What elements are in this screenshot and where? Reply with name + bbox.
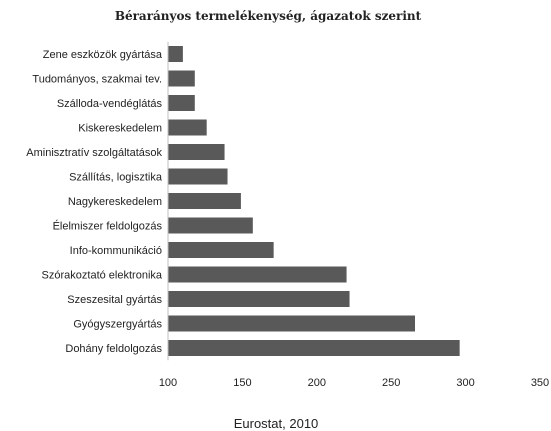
category-label: Élelmiszer feldolgozás (53, 220, 163, 233)
category-label: Gyógyszergyártás (73, 319, 162, 331)
x-tick-label: 200 (308, 377, 326, 389)
bar (168, 46, 183, 62)
x-tick-labels: 100 150 200 250 300 350 (159, 377, 549, 389)
x-tick-label: 300 (456, 377, 474, 389)
category-label: Dohány feldolgozás (65, 343, 162, 355)
category-label: Szeszesital gyártás (67, 294, 162, 306)
x-tick-label: 250 (382, 377, 400, 389)
x-tick-label: 150 (233, 377, 251, 389)
category-label: Szórakoztató elektronika (42, 270, 163, 282)
bar (168, 95, 195, 111)
bar (168, 144, 225, 160)
bar (168, 340, 460, 356)
category-label: Kiskereskedelem (78, 123, 162, 135)
chart-title: Bérarányos termelékenység, ágazatok szer… (115, 9, 422, 23)
bar (168, 242, 274, 258)
category-label: Tudományos, szakmai tev. (32, 74, 162, 86)
bar (168, 168, 228, 185)
category-labels: Zene eszközök gyártása Tudományos, szakma… (26, 49, 163, 355)
category-label: Nagykereskedelem (68, 196, 162, 208)
bar (168, 193, 241, 209)
category-label: Szállítás, logisztika (69, 172, 163, 184)
bar (168, 315, 416, 332)
category-label: Aminisztratív szolgáltatások (26, 147, 162, 159)
bar (168, 217, 253, 234)
bar (168, 291, 350, 307)
source-note: Eurostat, 2010 (234, 416, 319, 431)
bar (168, 70, 195, 87)
category-label: Szálloda-vendéglátás (57, 98, 163, 110)
x-tick-label: 100 (159, 377, 177, 389)
bars-group (168, 46, 460, 356)
x-tick-label: 350 (531, 377, 549, 389)
bar (168, 119, 207, 136)
bar (168, 266, 347, 283)
category-label: Info-kommunikáció (70, 245, 162, 257)
category-label: Zene eszközök gyártása (43, 49, 163, 61)
